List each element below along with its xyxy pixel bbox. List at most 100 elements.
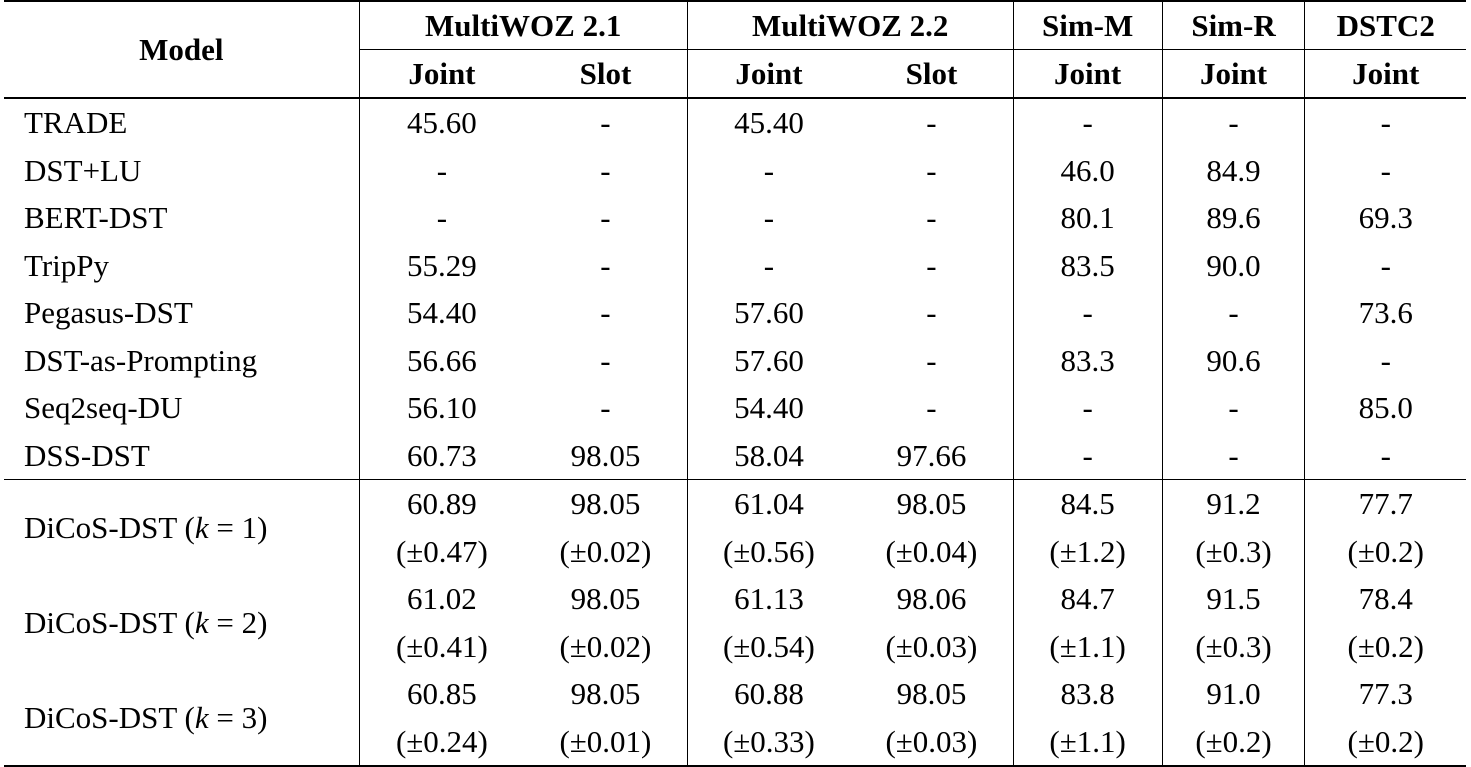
value-cell: - — [1162, 289, 1306, 337]
value-cell: 98.05 — [850, 479, 1014, 528]
group-header-dstc2: DSTC2 — [1304, 1, 1466, 50]
value-cell: - — [524, 384, 688, 432]
std-cell: (±0.33) — [722, 723, 815, 759]
metric-header: Joint — [735, 56, 803, 91]
value-cell: 84.7 — [1013, 575, 1163, 623]
model-header: Model — [4, 1, 360, 99]
value-cell: 77.7 — [1304, 479, 1466, 528]
value-cell: 56.66 — [407, 342, 477, 378]
value-cell: 89.6 — [1162, 194, 1306, 242]
value-cell: - — [850, 194, 1014, 242]
value-cell: - — [850, 289, 1014, 337]
value-cell: 54.40 — [734, 390, 804, 426]
std-cell: (±0.02) — [524, 622, 688, 670]
metric-header: Joint — [408, 56, 476, 91]
group-header-multiwoz22: MultiWOZ 2.2 — [687, 1, 1014, 50]
value-cell: - — [850, 384, 1014, 432]
value-cell: - — [763, 247, 775, 283]
model-name: BERT-DST — [4, 194, 360, 242]
value-cell: 69.3 — [1358, 200, 1413, 236]
value-cell: 61.02 — [407, 581, 477, 617]
k-variable: k — [194, 605, 209, 640]
value-cell: 45.40 — [734, 105, 804, 141]
table-row: DSS-DST 60.73 98.05 58.04 97.66- - - — [4, 431, 1466, 480]
value-cell: 98.05 — [850, 670, 1014, 718]
value-cell: 61.13 — [734, 581, 804, 617]
value-cell: - — [1013, 384, 1163, 432]
value-cell: 90.6 — [1162, 336, 1306, 384]
k-value: = 2) — [208, 605, 268, 640]
value-cell: - — [1380, 437, 1391, 473]
std-cell: (±0.2) — [1162, 717, 1306, 766]
value-cell: 45.60 — [407, 105, 477, 141]
std-cell: (±0.02) — [524, 527, 688, 575]
std-cell: (±1.1) — [1013, 717, 1163, 766]
value-cell: - — [436, 152, 448, 188]
value-cell: 60.73 — [407, 437, 477, 473]
model-name: Seq2seq-DU — [4, 384, 360, 432]
value-cell: - — [1380, 105, 1391, 141]
table-row: (±0.41) (±0.02) (±0.54) (±0.03) (±1.1) (±0.3)… — [4, 622, 1466, 670]
model-name: DiCoS-DST (k = 2) — [4, 575, 360, 670]
value-cell: - — [524, 194, 688, 242]
value-cell: 58.04 — [734, 437, 804, 473]
std-cell: (±0.3) — [1162, 622, 1306, 670]
std-cell: (±1.1) — [1013, 622, 1163, 670]
value-cell: - — [524, 146, 688, 194]
value-cell: - — [1013, 289, 1163, 337]
model-name: DiCoS-DST (k = 3) — [4, 670, 360, 767]
value-cell: - — [850, 336, 1014, 384]
std-cell: (±0.03) — [850, 622, 1014, 670]
value-cell: - — [1162, 384, 1306, 432]
header-row-metrics: Joint Slot Joint Slot Joint Joint Joint — [4, 49, 1466, 98]
value-cell: 54.40 — [407, 295, 477, 331]
value-cell: - — [1380, 152, 1391, 188]
table-row: BERT-DST - - - -80.1 89.6 69.3 — [4, 194, 1466, 242]
value-cell: 80.1 — [1013, 194, 1163, 242]
value-cell: - — [524, 98, 688, 147]
value-cell: 91.5 — [1162, 575, 1306, 623]
model-name: DiCoS-DST (k = 1) — [4, 479, 360, 575]
table-row: Seq2seq-DU 56.10-54.40- - -85.0 — [4, 384, 1466, 432]
std-cell: (±0.2) — [1347, 723, 1424, 759]
value-cell: 97.66 — [850, 431, 1014, 480]
value-cell: 90.0 — [1162, 241, 1306, 289]
value-cell: - — [1380, 247, 1391, 283]
std-cell: (±0.41) — [395, 628, 488, 664]
model-name: TripPy — [4, 241, 360, 289]
value-cell: 98.05 — [524, 431, 688, 480]
metric-header: Slot — [850, 49, 1014, 98]
table-row: (±0.24) (±0.01) (±0.33) (±0.03) (±1.1) (±0.2)… — [4, 717, 1466, 766]
table-row: (±0.47) (±0.02) (±0.56) (±0.04) (±1.2) (±0.3)… — [4, 527, 1466, 575]
model-name: DST+LU — [4, 146, 360, 194]
results-table: Model MultiWOZ 2.1 MultiWOZ 2.2 Sim-M Si… — [4, 0, 1466, 767]
value-cell: 60.88 — [734, 676, 804, 712]
std-cell: (±0.2) — [1347, 533, 1424, 569]
model-prefix: DiCoS-DST ( — [24, 700, 195, 735]
k-variable: k — [194, 700, 209, 735]
value-cell: 91.2 — [1162, 479, 1306, 528]
k-value: = 3) — [208, 700, 268, 735]
std-cell: (±0.01) — [524, 717, 688, 766]
value-cell: 60.85 — [407, 676, 477, 712]
std-cell: (±0.04) — [850, 527, 1014, 575]
value-cell: 98.05 — [524, 670, 688, 718]
std-cell: (±0.2) — [1347, 628, 1424, 664]
metric-header: Joint — [1162, 49, 1306, 98]
value-cell: 91.0 — [1162, 670, 1306, 718]
value-cell: 78.4 — [1358, 581, 1413, 617]
table-row: DiCoS-DST (k = 2) 61.02 98.05 61.13 98.06 84.… — [4, 575, 1466, 670]
value-cell: - — [1013, 98, 1163, 147]
std-cell: (±0.47) — [395, 533, 488, 569]
value-cell: 56.10 — [407, 390, 477, 426]
value-cell: 60.89 — [359, 479, 525, 528]
value-cell: 73.6 — [1358, 295, 1413, 331]
group-header-simm: Sim-M — [1013, 1, 1163, 50]
value-cell: 83.5 — [1013, 241, 1163, 289]
header-row-groups: Model MultiWOZ 2.1 MultiWOZ 2.2 Sim-M Si… — [4, 1, 1466, 99]
value-cell: - — [1013, 431, 1163, 480]
table-row: DST+LU - - - -46.0 84.9- — [4, 146, 1466, 194]
value-cell: 46.0 — [1013, 146, 1163, 194]
metric-header: Joint — [1352, 56, 1420, 91]
model-prefix: DiCoS-DST ( — [24, 510, 195, 545]
